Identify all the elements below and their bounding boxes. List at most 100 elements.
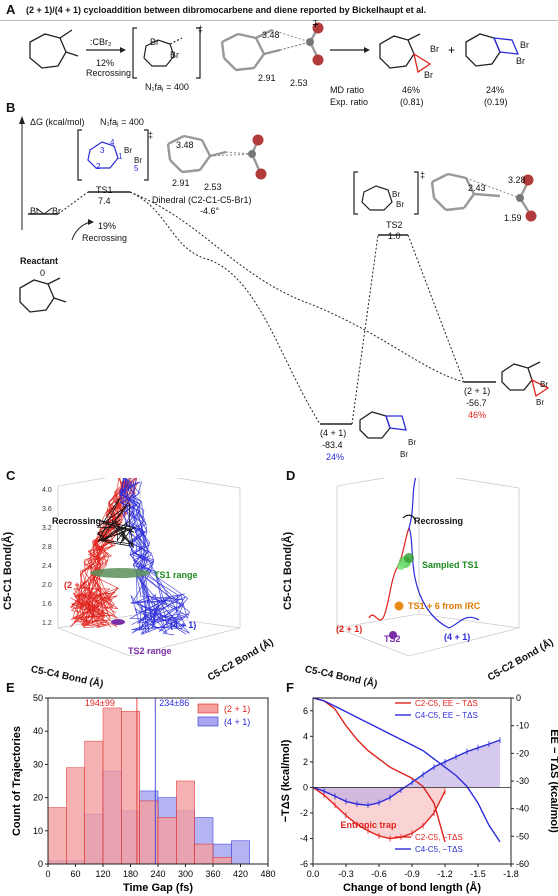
num-1: 1 (118, 152, 123, 161)
x-tick-label: 60 (70, 869, 80, 879)
legend-label: C4-C5, EE − TΔS (415, 711, 478, 720)
d253-b: 2.53 (204, 182, 222, 192)
dihedral-label: Dihedral (C2-C1-C5-Br1) (152, 195, 252, 205)
product-21-a (379, 33, 432, 74)
md-41: 24% (486, 85, 505, 95)
x-tick-label: 240 (150, 869, 165, 879)
legend-label: (2 + 1) (224, 704, 250, 714)
bar-21 (47, 807, 67, 865)
panel-a-scheme: ‡ + (29, 20, 520, 79)
x-tick-label: 120 (95, 869, 110, 879)
legend-swatch (197, 703, 219, 714)
ts1-bracket-b (77, 129, 149, 181)
carbene (35, 207, 53, 215)
z-tick-label: 3.6 (42, 506, 52, 513)
d-ts1-irc: TS1 + 6 from IRC (408, 601, 481, 611)
trajectory-41 (123, 480, 157, 633)
bar-41 (231, 840, 250, 865)
mean-annotation-41: 234±86 (159, 698, 189, 708)
product-41-a (465, 33, 520, 67)
nfaj-b: N₁faⱼ = 400 (100, 117, 144, 127)
carbene-br1: Br (30, 206, 39, 216)
series-line (312, 739, 501, 807)
ts2-range-disc (111, 619, 125, 625)
legend-swatch (197, 716, 219, 727)
ts-bracket-a (132, 27, 201, 79)
red-trajectory-d (368, 527, 410, 621)
bar-21 (102, 707, 122, 865)
dagger-a: ‡ (312, 20, 319, 29)
y-tick-label-left: 4 (303, 731, 308, 741)
reactant-diene (29, 29, 79, 69)
ts1-range-disc (90, 568, 150, 578)
y-tick-label: 40 (33, 726, 43, 736)
entropic-trap-label: Entropic trap (341, 820, 398, 830)
ts1-label: TS1 (96, 185, 113, 195)
br-b5: Br (408, 438, 416, 447)
product-41-b (359, 411, 407, 439)
z-tick-label: 1.2 (42, 620, 52, 627)
reactant-diene-b (19, 277, 67, 313)
ts1-recross: Recrossing (82, 233, 128, 243)
exp-ratio-label: Exp. ratio (330, 97, 369, 107)
x-tick-label: 420 (233, 869, 248, 879)
trajectory-41 (119, 482, 187, 636)
ts1-structure-a (220, 22, 324, 72)
x-axis-label: Change of bond length (Å) (343, 881, 481, 894)
br-a1: Br (150, 37, 159, 47)
plus-sign: + (448, 43, 455, 57)
x-tick-label: -0.9 (404, 869, 420, 879)
ts1-to-41 (129, 191, 321, 425)
x-tick-label: 180 (123, 869, 138, 879)
y-tick-label: 30 (33, 759, 43, 769)
trajectories-21-c (69, 478, 138, 629)
c-recross: Recrossing (52, 516, 102, 526)
y-tick-label-right: -50 (516, 831, 529, 841)
ts1-irc-point (394, 601, 404, 611)
y-axis-label: Count of Trajectories (11, 726, 23, 836)
y-tick-label-left: 0 (303, 782, 308, 792)
z-tick-label: 1.6 (42, 601, 52, 608)
recross-label-a: Recrossing (86, 68, 132, 78)
nfaj-a: N₁faⱼ = 400 (145, 82, 189, 92)
br-b7: Br (540, 380, 548, 389)
y-tick-label: 10 (33, 826, 43, 836)
p41-label: (4 + 1) (320, 428, 347, 438)
ts1-pct: 19% (98, 221, 117, 231)
panel-e-label: E (6, 680, 15, 695)
reactant-value: 0 (40, 268, 46, 278)
x-tick-label: -1.8 (503, 869, 519, 879)
p41-pct: 24% (326, 452, 345, 462)
y-axis-label-right: EE − TΔS (kcal/mol) (548, 729, 558, 833)
y-tick-label-right: -60 (516, 859, 529, 869)
br-a2: Br (170, 50, 179, 60)
panel-f-entropy-chart: 0.0 -0.3 -0.6 -0.9 -1.2 -1.5 -1.86420-2-4-60-1… (280, 693, 558, 894)
ts1-to-21 (129, 191, 465, 383)
recross-trajectory-d (402, 514, 416, 521)
bar-21 (66, 767, 85, 865)
trajectories-recross-c (96, 497, 137, 549)
energy-axis-label: ΔG (kcal/mol) (30, 117, 85, 127)
d291-b: 2.91 (172, 178, 190, 188)
trajectory-21 (80, 480, 126, 628)
y-tick-label-left: 2 (303, 757, 308, 767)
z-tick-label: 3.2 (42, 525, 52, 532)
d-41: (4 + 1) (444, 632, 471, 642)
panel-b-energy-profile (19, 116, 550, 439)
trajectory-21 (74, 481, 135, 619)
p21-pct: 46% (468, 410, 487, 420)
ts2-value: 1.0 (388, 231, 401, 241)
ts2-structure-b (430, 172, 537, 222)
mean-annotation-21: 194±99 (85, 698, 115, 708)
d159-b: 1.59 (504, 213, 522, 223)
trajectory-21 (94, 483, 132, 610)
x-tick-label: 300 (178, 869, 193, 879)
product-21-b (501, 361, 550, 398)
ts1-value: 7.4 (98, 196, 111, 206)
br-b4: Br (396, 200, 404, 209)
trajectory-41 (122, 478, 181, 634)
bar-21 (84, 740, 104, 865)
d348-b: 3.48 (176, 140, 194, 150)
z-tick-label: 2.0 (42, 582, 52, 589)
dagger-a1: ‡ (198, 24, 204, 34)
